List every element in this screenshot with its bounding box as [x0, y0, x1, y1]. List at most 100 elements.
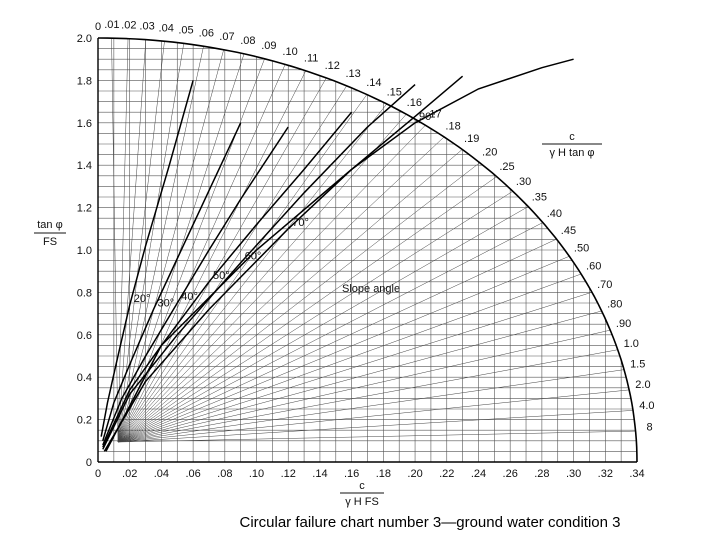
slope-curve-label: 30°: [157, 297, 174, 309]
x-tick-label: .08: [217, 468, 232, 480]
slope-curve: [105, 58, 574, 452]
slope-curve-label: 60°: [245, 251, 262, 263]
y-tick-label: 1.4: [77, 160, 92, 172]
chart-boundary-arc: [97, 37, 638, 463]
x-tick-label: .10: [249, 468, 264, 480]
ratio-ray: [117, 77, 327, 443]
ratio-ray: [117, 46, 204, 443]
ratio-ray: [117, 310, 602, 443]
ratio-value-label: .03: [139, 21, 154, 33]
x-tick-label: .26: [503, 468, 518, 480]
x-axis-tick-labels: 0 .02 .04 .06 .08 .10 .12 .14 .16 .18 .20 .22 .24 .26…: [95, 468, 645, 480]
slope-curve-label: 70°: [292, 217, 309, 229]
ratio-value-label: .14: [366, 77, 381, 89]
ratio-value-label: 1.5: [630, 358, 645, 370]
ratio-ray: [117, 149, 463, 443]
ratio-value-label: .80: [607, 298, 622, 310]
x-tick-label: .04: [154, 468, 169, 480]
y-tick-label: 1.6: [77, 118, 92, 130]
ratio-value-label: .15: [387, 87, 402, 99]
y-axis-label-numerator: tan φ: [37, 219, 62, 231]
ratio-label-numerator: c: [569, 131, 575, 143]
ratio-zero-label: 0: [95, 21, 101, 33]
x-tick-label: .24: [471, 468, 486, 480]
ratio-value-label: .50: [574, 242, 589, 254]
ratio-value-label: .16: [407, 97, 422, 109]
ratio-value-label: 4.0: [639, 400, 654, 412]
ratio-ray: [117, 430, 636, 443]
boundary-arc: [97, 37, 638, 463]
ratio-ray: [117, 70, 307, 443]
x-tick-label: .06: [185, 468, 200, 480]
ratio-ray: [117, 256, 570, 443]
ratio-value-label: .12: [325, 60, 340, 72]
slope-angle-label: Slope angle: [342, 283, 400, 295]
slope-angle-curves: [100, 58, 574, 452]
chart-axes: [97, 38, 637, 463]
ratio-ray: [117, 125, 426, 443]
x-tick-label: .34: [629, 468, 644, 480]
ratio-ray: [117, 103, 387, 443]
ratio-value-label: .60: [586, 261, 601, 273]
slope-curve: [102, 126, 289, 446]
x-tick-label: .22: [439, 468, 454, 480]
ratio-ray: [117, 238, 557, 443]
slope-curve: [103, 75, 464, 452]
ratio-ray: [117, 176, 497, 443]
ratio-ray: [117, 273, 582, 443]
ratio-ray: [117, 410, 634, 443]
ratio-ray: [117, 389, 630, 443]
ratio-value-label: .19: [464, 133, 479, 145]
ratio-ray: [117, 64, 286, 443]
x-tick-label: .12: [281, 468, 296, 480]
ratio-ray: [117, 162, 480, 443]
slope-angle-labels: 90° 70° 60° 50° 40° 30° 20°: [134, 111, 436, 310]
y-tick-label: 2.0: [77, 33, 92, 45]
x-tick-label: 0: [95, 468, 101, 480]
x-tick-label: .18: [376, 468, 391, 480]
ratio-labels: .01.02.03 .04 .05 .06 .07 .08 .09 .10 .11 .12 .13.…: [104, 19, 654, 433]
slope-curve-label: 50°: [213, 270, 230, 282]
ratio-value-label: .30: [516, 176, 531, 188]
ratio-ray: [117, 136, 445, 443]
y-axis-label-denominator: FS: [43, 236, 57, 248]
ratio-value-label: 2.0: [635, 379, 650, 391]
y-tick-label: 0.4: [77, 372, 92, 384]
ratio-ray: [117, 329, 611, 443]
ratio-value-label: .06: [199, 27, 214, 39]
slope-curve: [100, 80, 194, 437]
ratio-ray: [117, 43, 185, 443]
ratio-value-label: .05: [178, 25, 193, 37]
ratio-ray: [117, 38, 129, 443]
ratio-value-label: .01: [104, 19, 119, 31]
x-tick-label: .32: [598, 468, 613, 480]
ratio-ray: [117, 85, 347, 443]
slope-curve-label: 90°: [419, 111, 436, 123]
slope-curve-label: 20°: [134, 293, 151, 305]
ratio-ray: [117, 222, 543, 443]
ratio-ray: [117, 292, 592, 443]
ratio-value-label: .13: [345, 68, 360, 80]
ratio-value-label: 8: [646, 421, 652, 433]
y-tick-label: 0.6: [77, 330, 92, 342]
x-tick-label: .30: [566, 468, 581, 480]
x-tick-label: .16: [344, 468, 359, 480]
ratio-value-label: .18: [445, 120, 460, 132]
ratio-ray: [117, 369, 625, 443]
ratio-value-label: .11: [304, 53, 318, 65]
ratio-value-label: 1.0: [624, 338, 639, 350]
y-tick-label: 1.2: [77, 203, 92, 215]
slope-curve: [102, 111, 353, 448]
ratio-value-label: .07: [219, 31, 234, 43]
ratio-value-label: .25: [499, 161, 514, 173]
y-tick-label: 0.8: [77, 287, 92, 299]
ratio-value-label: .20: [482, 147, 497, 159]
ratio-value-label: .08: [240, 35, 255, 47]
y-tick-label: 0.2: [77, 415, 92, 427]
x-tick-label: .02: [122, 468, 137, 480]
x-tick-label: .20: [407, 468, 422, 480]
ratio-value-label: .45: [561, 225, 576, 237]
ratio-ray: [117, 114, 407, 443]
ratio-ray: [117, 349, 618, 443]
